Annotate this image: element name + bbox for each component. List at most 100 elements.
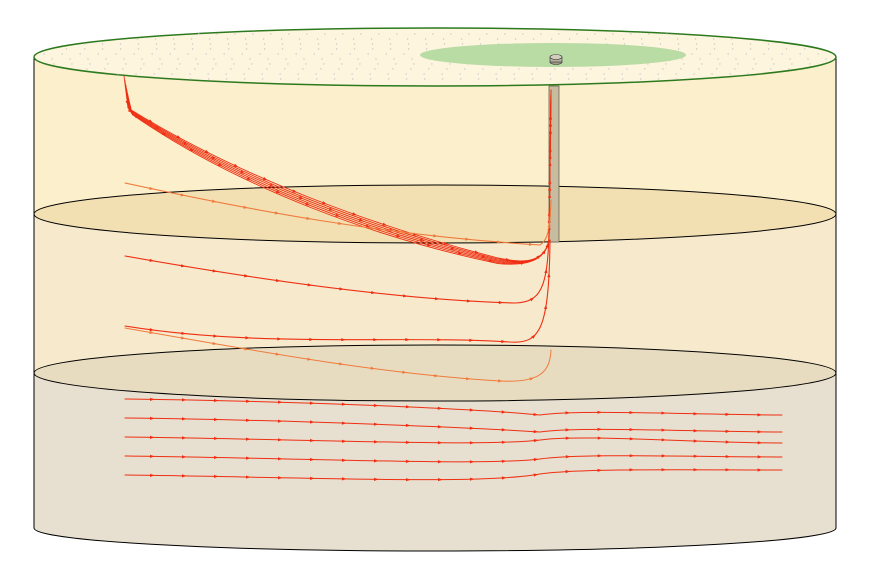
flow-arrow-icon — [382, 222, 388, 226]
grid-dot — [225, 73, 227, 75]
grid-dot — [424, 38, 427, 40]
grid-dot — [223, 53, 225, 55]
grid-dot — [299, 43, 302, 45]
grid-dot — [626, 68, 628, 70]
grid-dot — [334, 78, 336, 80]
grid-dot — [191, 48, 194, 50]
grid-dot — [403, 53, 405, 55]
grid-dot — [216, 33, 218, 35]
flow-arrow-icon — [373, 440, 379, 444]
flow-arrow-icon — [217, 162, 223, 167]
grid-dot — [608, 68, 610, 70]
flow-arrow-icon — [693, 439, 699, 443]
grid-dot — [393, 58, 395, 60]
flow-arrow-icon — [335, 213, 341, 217]
flow-arrow-icon — [358, 218, 364, 222]
grid-dot — [550, 38, 553, 40]
grid-dot — [169, 53, 171, 55]
flow-arrow-icon — [498, 379, 503, 383]
flow-arrow-icon — [244, 274, 249, 278]
grid-dot — [460, 38, 463, 40]
grid-dot — [781, 53, 783, 55]
flow-arrow-icon — [274, 211, 280, 215]
flow-arrow-icon — [307, 357, 312, 361]
grid-dot — [359, 63, 361, 65]
flow-arrow-icon — [434, 297, 440, 301]
grid-dot — [461, 43, 464, 45]
grid-dot — [323, 63, 325, 65]
flow-arrow-icon — [757, 455, 763, 459]
grid-dot — [281, 48, 284, 50]
grid-dot — [410, 68, 412, 70]
flow-arrow-icon — [246, 176, 252, 181]
flow-arrow-icon — [338, 362, 344, 366]
grid-dot — [449, 63, 451, 65]
regional-flowline — [124, 398, 783, 416]
grid-dot — [279, 73, 281, 75]
grid-dot — [713, 43, 716, 45]
flow-arrow-icon — [245, 418, 251, 422]
flow-arrow-icon — [469, 408, 475, 412]
grid-dot — [531, 73, 533, 75]
flow-arrow-icon — [341, 421, 347, 425]
flow-arrow-icon — [725, 468, 731, 472]
grid-dot — [190, 38, 193, 40]
grid-dot — [172, 38, 175, 40]
flow-arrow-icon — [629, 410, 634, 415]
flow-arrow-icon — [149, 435, 155, 439]
grid-dot — [825, 58, 827, 60]
flow-arrow-icon — [544, 268, 548, 274]
grid-dot — [657, 73, 659, 75]
grid-dot — [729, 73, 731, 75]
flow-arrow-icon — [401, 230, 407, 234]
grid-dot — [603, 73, 605, 75]
grid-dot — [446, 68, 448, 70]
grid-dot — [176, 68, 178, 70]
grid-dot — [179, 63, 181, 65]
grid-dot — [349, 53, 351, 55]
flow-arrow-icon — [277, 337, 282, 341]
flow-arrow-icon — [373, 338, 378, 342]
flow-arrow-icon — [405, 405, 411, 409]
grid-dot — [640, 78, 642, 80]
flowline-upper — [124, 182, 552, 246]
grid-dot — [331, 53, 333, 55]
flow-arrow-icon — [565, 411, 570, 415]
grid-dot — [641, 43, 644, 45]
flow-arrow-icon — [309, 401, 315, 405]
grid-dot — [298, 78, 300, 80]
flow-arrow-icon — [565, 470, 571, 474]
flow-arrow-icon — [309, 438, 315, 443]
grid-dot — [155, 43, 158, 45]
grid-dot — [411, 58, 413, 60]
grid-dot — [604, 38, 607, 40]
grid-dot — [198, 33, 200, 35]
flow-arrow-icon — [305, 202, 311, 206]
grid-dot — [425, 43, 428, 45]
grid-dot — [749, 48, 752, 50]
grid-dot — [158, 68, 160, 70]
grid-dot — [209, 48, 212, 50]
grid-dot — [324, 33, 326, 35]
grid-dot — [378, 33, 380, 35]
grid-dot — [586, 78, 588, 80]
grid-dot — [281, 43, 284, 45]
grid-dot — [460, 78, 462, 80]
grid-dot — [432, 33, 434, 35]
grid-dot — [320, 68, 322, 70]
grid-dot — [752, 68, 754, 70]
flow-arrow-icon — [370, 366, 376, 370]
grid-dot — [356, 68, 358, 70]
grid-dot — [621, 73, 623, 75]
flow-arrow-icon — [433, 234, 438, 238]
grid-dot — [785, 48, 788, 50]
flow-arrow-icon — [529, 377, 535, 381]
flow-arrow-icon — [565, 428, 571, 432]
flow-arrow-icon — [181, 417, 187, 421]
grid-dot — [676, 38, 679, 40]
flow-arrow-icon — [181, 436, 187, 440]
grid-dot — [675, 73, 677, 75]
flow-arrow-icon — [262, 176, 268, 181]
grid-dot — [107, 63, 109, 65]
grid-dot — [375, 58, 377, 60]
